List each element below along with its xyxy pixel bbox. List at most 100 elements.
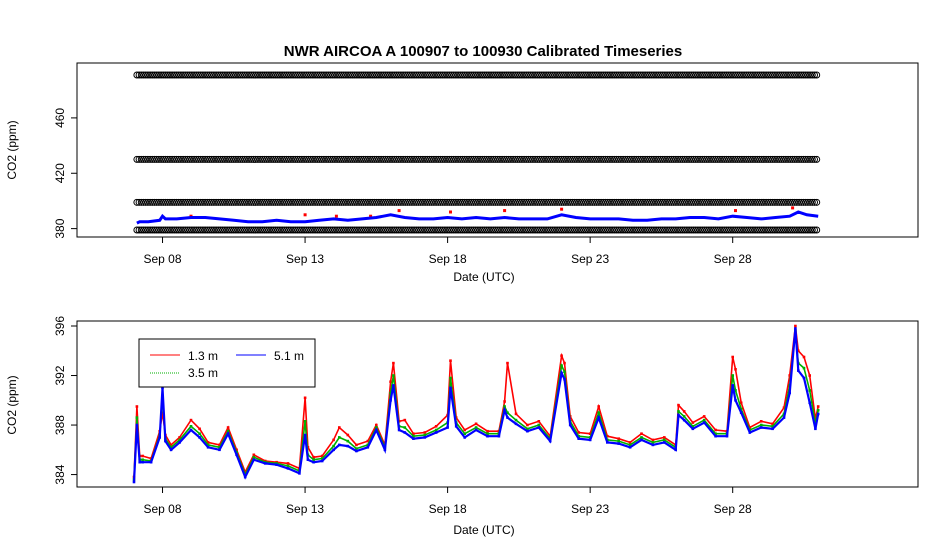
standard-point: [210, 226, 218, 234]
standard-point: [313, 71, 321, 79]
standard-point: [804, 198, 812, 206]
standard-point: [562, 198, 570, 206]
standard-point: [146, 71, 154, 79]
standard-point: [137, 155, 145, 163]
data-point: [263, 462, 267, 465]
standard-point: [355, 226, 363, 234]
standard-point: [681, 198, 689, 206]
standard-point: [639, 198, 647, 206]
standard-point: [252, 71, 260, 79]
standard-point: [203, 226, 211, 234]
standard-point: [591, 71, 598, 79]
data-point: [303, 420, 307, 423]
standard-point: [793, 155, 801, 163]
standard-point: [296, 198, 304, 206]
standard-point: [738, 226, 746, 234]
standard-point: [186, 226, 194, 234]
standard-point: [245, 155, 253, 163]
standard-point: [694, 71, 702, 79]
standard-point: [170, 198, 178, 206]
standard-point: [133, 226, 141, 234]
standard-point: [219, 155, 227, 163]
standard-point: [795, 226, 803, 234]
standard-point: [287, 155, 295, 163]
standard-point: [258, 226, 266, 234]
data-point: [149, 460, 153, 464]
standard-point: [604, 155, 612, 163]
standard-point: [322, 71, 330, 79]
standard-point: [740, 226, 748, 234]
standard-point: [364, 226, 372, 234]
standard-point: [613, 71, 620, 79]
standard-point: [652, 71, 660, 79]
standard-point: [206, 198, 213, 206]
standard-point: [582, 226, 590, 234]
standard-point: [197, 155, 205, 163]
standard-point: [811, 226, 818, 234]
standard-point: [228, 226, 235, 234]
standard-point: [230, 198, 238, 206]
standard-point: [135, 198, 143, 206]
data-point: [691, 427, 695, 431]
standard-point: [342, 155, 350, 163]
data-point: [739, 411, 743, 414]
standard-point: [729, 198, 737, 206]
standard-point: [648, 198, 656, 206]
standard-point: [500, 155, 508, 163]
standard-point: [555, 155, 563, 163]
standard-point: [485, 226, 493, 234]
standard-point: [201, 71, 209, 79]
standard-point: [615, 155, 623, 163]
standard-point: [786, 155, 794, 163]
standard-point: [296, 155, 304, 163]
standard-point: [562, 71, 570, 79]
standard-point: [553, 71, 561, 79]
standard-point: [687, 198, 695, 206]
standard-point: [632, 155, 640, 163]
standard-point: [723, 155, 730, 163]
standard-point: [439, 198, 447, 206]
standard-point: [734, 71, 741, 79]
data-point: [189, 425, 193, 428]
standard-point: [599, 198, 607, 206]
standard-point: [362, 198, 370, 206]
standard-point: [289, 71, 297, 79]
standard-point: [773, 71, 781, 79]
data-point: [346, 444, 350, 448]
data-point: [403, 426, 407, 429]
data-point: [449, 359, 452, 362]
standard-point: [520, 198, 528, 206]
standard-point: [195, 226, 202, 234]
standard-point: [652, 155, 660, 163]
standard-point: [221, 226, 229, 234]
standard-point: [522, 71, 530, 79]
standard-point: [698, 155, 706, 163]
standard-point: [593, 71, 601, 79]
standard-point: [694, 198, 702, 206]
standard-point: [472, 71, 480, 79]
standard-point: [533, 71, 541, 79]
standard-point: [173, 198, 180, 206]
standard-point: [316, 198, 323, 206]
standard-point: [617, 71, 625, 79]
standard-point: [243, 71, 251, 79]
standard-point: [709, 71, 717, 79]
standard-point: [729, 226, 737, 234]
data-point: [497, 434, 501, 438]
standard-point: [217, 226, 224, 234]
standard-point: [527, 226, 535, 234]
standard-point: [751, 226, 759, 234]
standard-point: [577, 155, 585, 163]
standard-point: [184, 226, 191, 234]
standard-point: [322, 198, 330, 206]
standard-point: [241, 71, 249, 79]
standard-point: [349, 226, 356, 234]
standard-point: [496, 155, 504, 163]
standard-point: [184, 198, 191, 206]
standard-point: [696, 198, 704, 206]
standard-point: [137, 198, 145, 206]
standard-point: [595, 226, 603, 234]
standard-point: [399, 226, 407, 234]
standard-point: [351, 198, 359, 206]
standard-point: [547, 155, 554, 163]
